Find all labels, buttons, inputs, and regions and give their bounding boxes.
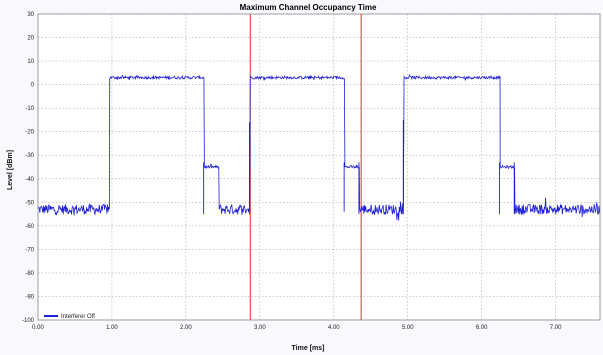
- y-tick-label: -100: [22, 318, 35, 324]
- y-tick-label: -80: [25, 271, 34, 277]
- x-tick-label: 6.00: [476, 325, 488, 331]
- x-tick-label: 1.00: [106, 325, 118, 331]
- y-tick-label: 30: [27, 12, 34, 18]
- grid-lines: [37, 13, 600, 321]
- x-tick-label: 7.00: [550, 325, 562, 331]
- y-tick-label: -60: [25, 224, 34, 230]
- x-tick-label: 2.00: [180, 325, 192, 331]
- series-line: [37, 73, 600, 221]
- x-tick-label: 4.00: [328, 325, 340, 331]
- y-tick-labels: 30 20 10 0 -10 -20 -30 -40 -50 -60 -70 -80 -90 -100: [22, 12, 35, 324]
- plot-area: [37, 13, 601, 321]
- y-tick-label: 20: [27, 36, 34, 42]
- y-tick-label: -90: [25, 294, 34, 300]
- x-tick-label: 5.00: [402, 325, 414, 331]
- y-tick-label: -10: [25, 106, 34, 112]
- y-tick-label: -70: [25, 247, 34, 253]
- x-tick-label: 3.00: [254, 325, 266, 331]
- x-tick-label: 0.00: [32, 325, 44, 331]
- legend-label: Interferer Off: [61, 314, 95, 320]
- y-tick-label: -30: [25, 153, 34, 159]
- y-axis-label: Level [dBm]: [7, 150, 14, 190]
- y-tick-label: -50: [25, 200, 34, 206]
- chart-title: Maximum Channel Occupancy Time: [240, 3, 377, 12]
- y-tick-label: 0: [31, 83, 35, 89]
- legend: Interferer Off: [44, 314, 95, 320]
- x-axis-label: Time [ms]: [292, 345, 325, 352]
- series-group: [37, 73, 600, 221]
- y-tick-label: -20: [25, 130, 34, 136]
- x-tick-labels: 0.00 1.00 2.00 3.00 4.00 5.00 6.00 7.00: [32, 325, 562, 331]
- y-tick-label: -40: [25, 177, 34, 183]
- y-tick-label: 10: [27, 59, 34, 65]
